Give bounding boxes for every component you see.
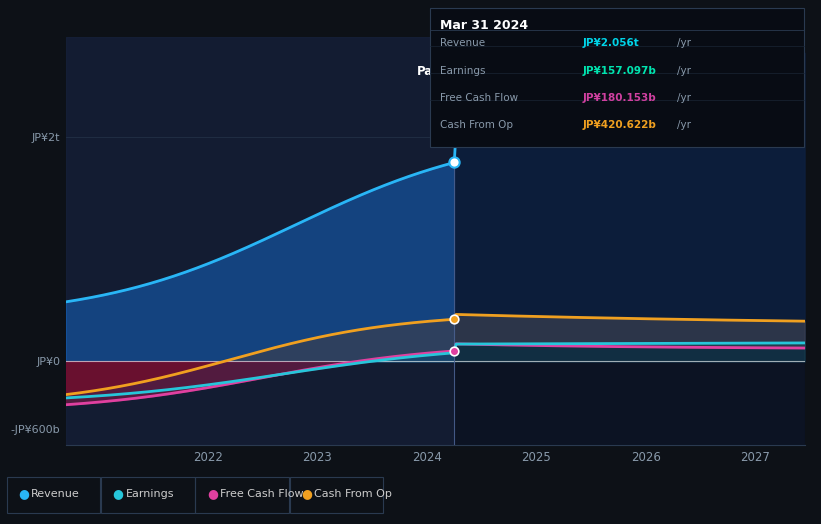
Text: /yr: /yr (677, 120, 690, 130)
Bar (66, 37, 454, 445)
Text: Past: Past (416, 64, 446, 78)
Text: Earnings: Earnings (126, 488, 174, 499)
Text: JP¥180.153b: JP¥180.153b (582, 93, 656, 103)
Text: Revenue: Revenue (31, 488, 80, 499)
Point (447, 158, 461, 167)
Text: JP¥420.622b: JP¥420.622b (582, 120, 656, 130)
Text: Free Cash Flow: Free Cash Flow (220, 488, 304, 499)
Bar (454, 37, 805, 445)
Text: JP¥2.056t: JP¥2.056t (582, 38, 639, 48)
Text: /yr: /yr (677, 38, 690, 48)
Text: Mar 31 2024: Mar 31 2024 (440, 19, 528, 32)
Text: Cash From Op: Cash From Op (440, 120, 513, 130)
Text: Cash From Op: Cash From Op (314, 488, 392, 499)
Text: ●: ● (112, 487, 123, 500)
Text: ●: ● (301, 487, 312, 500)
Text: Analysts Forecasts: Analysts Forecasts (463, 64, 573, 78)
Point (447, 315, 461, 323)
Text: JP¥157.097b: JP¥157.097b (582, 66, 656, 75)
Text: Free Cash Flow: Free Cash Flow (440, 93, 518, 103)
Text: ●: ● (207, 487, 218, 500)
Text: Earnings: Earnings (440, 66, 485, 75)
Text: /yr: /yr (677, 93, 690, 103)
Text: ●: ● (18, 487, 29, 500)
Text: Revenue: Revenue (440, 38, 485, 48)
Text: /yr: /yr (677, 66, 690, 75)
Point (447, 347, 461, 355)
